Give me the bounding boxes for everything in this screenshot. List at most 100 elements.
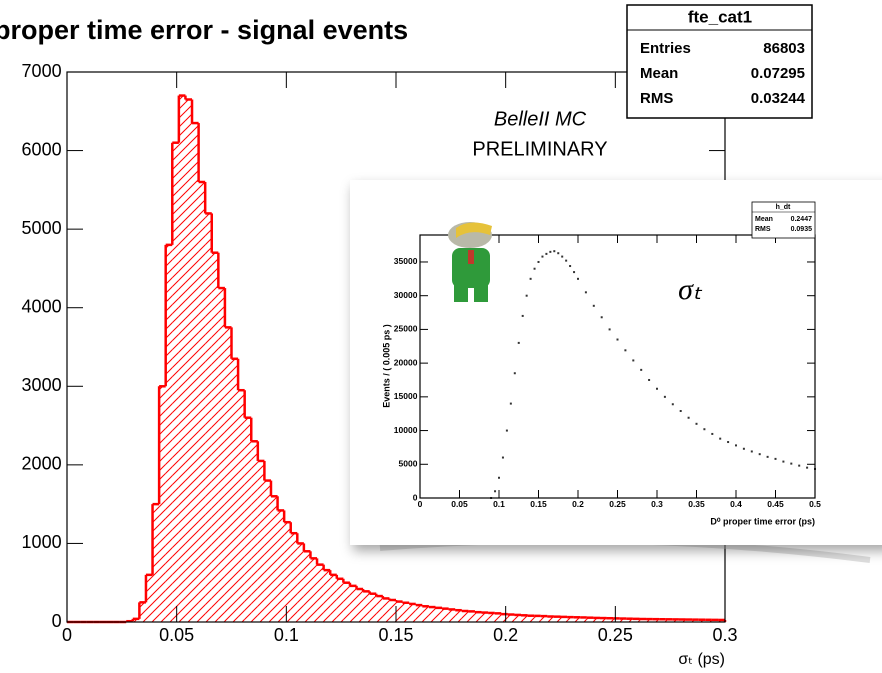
histogram-bar	[198, 182, 206, 622]
histogram-bar	[613, 618, 620, 622]
inset-stats-label: RMS	[755, 226, 771, 233]
x-tick-label: 0.3	[651, 499, 663, 509]
histogram-bar	[573, 617, 581, 622]
y-tick-label: 0	[413, 492, 418, 502]
histogram-bar	[211, 252, 219, 622]
histogram-bar	[567, 617, 574, 622]
histogram-bar	[507, 614, 515, 622]
data-point	[750, 450, 753, 453]
histogram-bar	[290, 533, 298, 622]
y-tick-label: 15000	[394, 391, 418, 401]
data-point	[742, 447, 745, 450]
annotation: σₜ	[678, 273, 703, 306]
histogram-bar	[244, 417, 252, 622]
y-axis-label: Events / ( 0.005 ps )	[381, 324, 391, 408]
data-point	[624, 349, 627, 352]
data-point	[541, 255, 544, 258]
data-point	[719, 437, 722, 440]
x-tick-label: 0.15	[378, 625, 413, 645]
histogram-bar	[369, 593, 377, 622]
x-tick-label: 0.05	[451, 499, 468, 509]
x-tick-label: 0.3	[712, 625, 737, 645]
data-point	[687, 416, 690, 419]
data-point	[758, 453, 761, 456]
x-axis-label: σₜ (ps)	[678, 651, 725, 668]
histogram-bar	[442, 608, 449, 622]
histogram-bar	[376, 596, 383, 622]
histogram-bar	[652, 619, 660, 622]
histogram-bar	[389, 600, 396, 622]
mascot-tie	[468, 250, 474, 264]
inset-stats-box	[751, 201, 816, 239]
y-tick-label: 5000	[22, 218, 62, 238]
x-tick-label: 0.2	[493, 625, 518, 645]
data-point	[632, 359, 635, 362]
histogram-bar	[560, 616, 568, 622]
y-tick-label: 2000	[22, 454, 62, 474]
histogram-bar	[593, 617, 600, 622]
x-tick-label: 0.1	[274, 625, 299, 645]
y-tick-label: 35000	[394, 256, 418, 266]
histogram-bar	[514, 614, 522, 622]
x-tick-label: 0.25	[609, 499, 626, 509]
data-point	[703, 428, 706, 431]
histogram-bar	[481, 612, 489, 622]
stats-value: 0.07295	[751, 65, 805, 82]
histogram-bar	[310, 558, 318, 622]
histogram-bar	[632, 618, 640, 622]
histogram-bar	[639, 619, 647, 622]
histogram-bar	[192, 123, 199, 623]
x-tick-label: 0	[418, 499, 423, 509]
histogram-bar	[317, 564, 324, 622]
histogram-bar	[238, 390, 245, 622]
histogram-bar	[659, 619, 666, 622]
data-point	[509, 402, 512, 405]
data-point	[513, 372, 516, 375]
mascot-leg	[474, 284, 488, 302]
histogram-bar	[297, 543, 304, 622]
x-tick-label: 0.5	[809, 499, 821, 509]
histogram-bar	[336, 578, 344, 622]
data-point	[557, 252, 560, 255]
data-point	[671, 403, 674, 406]
x-tick-label: 0.25	[598, 625, 633, 645]
stats-title: fte_cat1	[688, 7, 752, 26]
histogram-bar	[606, 618, 614, 622]
histogram-bar	[231, 358, 239, 622]
y-tick-label: 10000	[394, 425, 418, 435]
histogram-bar	[205, 213, 212, 622]
data-point	[608, 328, 611, 331]
histogram-bar	[626, 618, 633, 622]
histogram-bar	[494, 613, 502, 622]
data-point	[766, 455, 769, 458]
histogram-bar	[586, 617, 594, 622]
histogram-bar	[435, 607, 443, 622]
histogram-bar	[356, 589, 364, 622]
data-point	[505, 429, 508, 432]
histogram-bar	[251, 441, 258, 622]
x-tick-label: 0.4	[730, 499, 742, 509]
histogram-bar	[284, 522, 291, 622]
data-point	[806, 466, 809, 469]
inset-stats-value: 0.2447	[791, 216, 813, 223]
data-point	[774, 457, 777, 460]
stats-label: Entries	[640, 40, 691, 57]
histogram-bar	[474, 612, 482, 622]
histogram-bar	[132, 618, 140, 622]
histogram-bar	[665, 619, 673, 622]
x-axis-label: D⁰ proper time error (ps)	[710, 516, 815, 526]
histogram-bar	[330, 574, 337, 622]
mascot-leg	[454, 284, 468, 302]
mascot-icon	[448, 222, 492, 302]
x-tick-label: 0.35	[688, 499, 705, 509]
histogram-bar	[257, 460, 265, 622]
data-point	[648, 378, 651, 381]
histogram-bar	[152, 504, 160, 622]
histogram-bar	[415, 605, 423, 622]
x-tick-label: 0.15	[530, 499, 547, 509]
data-point	[695, 422, 698, 425]
y-tick-label: 5000	[399, 459, 418, 469]
histogram-bar	[547, 616, 554, 622]
x-tick-label: 0.1	[493, 499, 505, 509]
